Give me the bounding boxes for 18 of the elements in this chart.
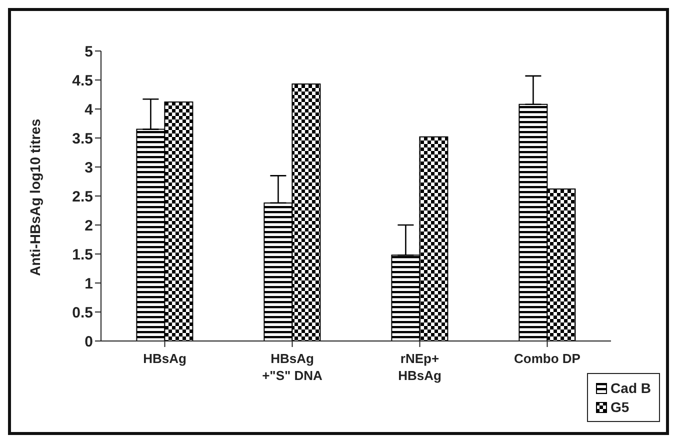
y-tick-label: 0.5 — [72, 304, 93, 322]
y-tick-label: 2.5 — [72, 188, 93, 206]
y-tick-label: 3.5 — [72, 130, 93, 148]
legend-label: Cad B — [610, 380, 651, 396]
x-tick-label: HBsAg +"S" DNA — [262, 351, 324, 383]
x-tick-label: HBsAg — [143, 351, 186, 366]
x-tick-label: Combo DP — [514, 351, 581, 366]
y-tick-label: 4.5 — [72, 72, 93, 90]
legend-label: G5 — [610, 399, 630, 415]
y-tick-label: 3 — [84, 159, 93, 176]
y-tick-label: 1 — [84, 275, 93, 292]
y-tick-label: 2 — [84, 217, 93, 234]
y-axis-title: Anti-HBsAg log10 titres — [26, 118, 43, 276]
y-tick-label: 4 — [84, 101, 94, 118]
x-tick-label: rNEp+ HBsAg — [398, 351, 442, 383]
y-tick-label: 1.5 — [72, 246, 93, 264]
y-tick-label: 0 — [84, 333, 93, 350]
y-tick-label: 5 — [84, 43, 93, 60]
